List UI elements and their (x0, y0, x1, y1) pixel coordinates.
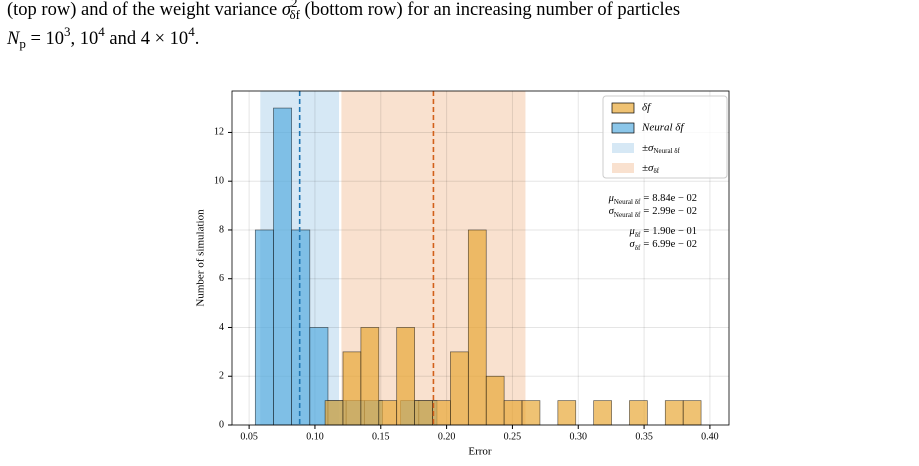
stat-subscript: Neural δf (614, 211, 641, 219)
stat-annotation: μNeural δf = 8.84e − 02 (608, 193, 697, 205)
histogram-bar (521, 400, 541, 426)
legend-label: Neural δf (641, 122, 685, 134)
histogram-bar (503, 400, 523, 426)
histogram-bar (254, 229, 274, 426)
legend-symbol: ±σ (642, 142, 654, 154)
stat-annotation: μδf = 1.90e − 01 (628, 226, 697, 238)
caption-segment: σ (282, 0, 292, 20)
stat-subscript: Neural δf (614, 198, 641, 206)
y-tick-label: 6 (219, 273, 224, 284)
y-axis-label: Number of simulation (195, 209, 207, 307)
stat-symbol: μ (628, 226, 634, 237)
legend-swatch (611, 122, 635, 134)
histogram-bar (682, 400, 702, 426)
caption-segment: 4 (98, 24, 105, 39)
x-tick-label: 0.40 (701, 431, 719, 442)
caption-line: (top row) and of the weight variance σ2 δ… (7, 0, 680, 22)
caption-segment: δf (289, 7, 300, 22)
stat-symbol: σ (630, 239, 636, 250)
stat-annotation: σδf = 6.99e − 02 (630, 239, 697, 251)
y-tick-label: 8 (219, 224, 224, 235)
histogram-bar (414, 400, 433, 426)
caption-segment: . (195, 29, 200, 49)
x-axis-label: Error (468, 446, 492, 458)
caption-line: Np = 103, 104 and 4 × 104. (6, 24, 199, 51)
stat-relation: = (643, 239, 649, 250)
caption-segment: 4 (188, 24, 195, 39)
caption-segment: 3 (64, 24, 71, 39)
histogram-bar (273, 107, 292, 426)
caption-segment: (bottom row) for an increasing number of… (300, 0, 680, 20)
y-tick-label: 2 (219, 371, 224, 382)
legend-swatch (612, 143, 634, 153)
legend-symbol: ±σ (642, 162, 654, 174)
histogram-bar (396, 327, 415, 426)
y-tick-label: 0 (219, 419, 224, 430)
legend-box (602, 95, 728, 179)
histogram-bar (291, 229, 311, 426)
histogram-bar (629, 400, 648, 426)
caption-segment: and 4 × 10 (105, 29, 188, 49)
x-tick-label: 0.35 (635, 431, 653, 442)
caption-segment: = 10 (26, 29, 64, 49)
histogram-bar (664, 400, 684, 426)
histogram-bar (432, 400, 451, 426)
stat-subscript: δf (635, 244, 641, 252)
histogram-bar (450, 351, 469, 426)
legend-label: ±σNeural δf (642, 142, 681, 155)
caption-segment: 2 (291, 0, 298, 10)
x-tick-label: 0.05 (240, 431, 258, 442)
y-tick-label: 12 (214, 127, 224, 138)
x-tick-label: 0.25 (504, 431, 522, 442)
caption-segment: N (6, 29, 21, 49)
histogram-bar (557, 400, 577, 426)
x-tick-label: 0.30 (570, 431, 588, 442)
y-tick-label: 4 (219, 322, 224, 333)
stat-annotation: σNeural δf = 2.99e − 02 (609, 206, 697, 218)
stat-value: 8.84e − 02 (652, 193, 697, 204)
y-tick-label: 10 (214, 176, 224, 187)
histogram-bar (378, 400, 398, 426)
stat-value: 2.99e − 02 (652, 206, 697, 217)
histogram-bar (360, 327, 380, 426)
x-tick-label: 0.15 (372, 431, 390, 442)
stat-value: 1.90e − 01 (652, 226, 697, 237)
stat-relation: = (643, 193, 649, 204)
caption-segment: , 10 (71, 29, 99, 49)
legend-label: δf (642, 102, 652, 114)
stat-relation: = (643, 226, 649, 237)
caption-segment: p (19, 36, 26, 51)
legend-swatch (612, 163, 634, 173)
histogram-bar (485, 375, 505, 426)
x-tick-label: 0.10 (306, 431, 324, 442)
legend-label: ±σδf (642, 162, 660, 175)
histogram-bar (593, 400, 612, 426)
legend-subscript: Neural δf (653, 147, 680, 155)
histogram-bar (324, 400, 344, 426)
stat-value: 6.99e − 02 (652, 239, 697, 250)
histogram-bar (467, 229, 487, 426)
stat-relation: = (643, 206, 649, 217)
stat-subscript: δf (635, 231, 641, 239)
x-tick-label: 0.20 (438, 431, 456, 442)
plot-frame (231, 90, 730, 426)
stat-symbol: σ (609, 206, 615, 217)
legend-swatch (611, 102, 635, 114)
legend-subscript: δf (653, 167, 659, 175)
histogram-bar (342, 351, 362, 426)
stat-symbol: μ (608, 193, 614, 204)
caption-segment: (top row) and of the weight variance (7, 0, 282, 20)
